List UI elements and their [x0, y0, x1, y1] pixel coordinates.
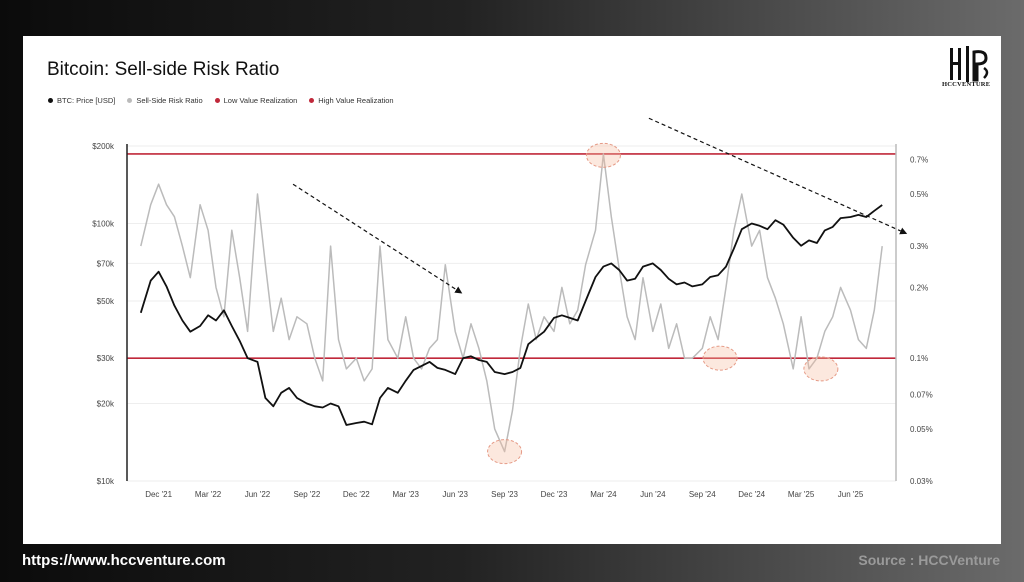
- x-tick-label: Mar '25: [788, 490, 815, 499]
- x-tick-label: Dec '24: [738, 490, 765, 499]
- legend-label-ratio: Sell-Side Risk Ratio: [136, 96, 203, 105]
- sell-side-risk-ratio-line: [140, 153, 883, 453]
- chart-card: Bitcoin: Sell-side Risk Ratio BTC: Price…: [23, 36, 1001, 544]
- legend-label-low: Low Value Realization: [223, 96, 298, 105]
- btc-price-line: [139, 204, 883, 426]
- y-left-tick-label: $70k: [97, 259, 115, 268]
- x-tick-label: Sep '24: [689, 490, 716, 499]
- legend-item-ratio: Sell-Side Risk Ratio: [127, 96, 203, 105]
- chart-legend: BTC: Price [USD] Sell-Side Risk Ratio Lo…: [48, 96, 394, 105]
- x-tick-label: Sep '22: [293, 490, 320, 499]
- legend-label-price: BTC: Price [USD]: [57, 96, 116, 105]
- y-right-tick-label: 0.1%: [910, 354, 928, 363]
- highlight-circle: [487, 439, 523, 465]
- chart-plot: $10k $20k $30k $50k $70k $100k $200k 0.03% 0.05%…: [92, 117, 933, 499]
- x-tick-label: Sep '23: [491, 490, 518, 499]
- highlight-circle: [702, 345, 738, 371]
- y-right-tick-label: 0.05%: [910, 425, 933, 434]
- y-right-tick-label: 0.5%: [910, 190, 928, 199]
- x-tick-label: Jun '25: [838, 490, 864, 499]
- footer-website-link[interactable]: https://www.hccventure.com: [22, 552, 226, 569]
- legend-item-price: BTC: Price [USD]: [48, 96, 115, 105]
- y-right-tick-label: 0.2%: [910, 283, 928, 292]
- chart-title: Bitcoin: Sell-side Risk Ratio: [47, 59, 280, 80]
- legend-dot-ratio: [127, 98, 133, 103]
- legend-label-high: High Value Realization: [318, 96, 394, 105]
- legend-dot-high: [309, 98, 315, 103]
- y-left-tick-label: $20k: [97, 399, 115, 408]
- x-tick-label: Jun '23: [442, 490, 468, 499]
- trend-arrow: [292, 183, 463, 294]
- y-right-tick-label: 0.03%: [910, 477, 933, 486]
- y-left-tick-label: $50k: [97, 297, 115, 306]
- highlight-circle: [585, 142, 621, 168]
- y-right-tick-label: 0.7%: [910, 156, 928, 165]
- brand-logo-text: HCCVENTURE: [942, 81, 991, 88]
- x-tick-label: Mar '23: [393, 490, 420, 499]
- legend-item-low: Low Value Realization: [214, 96, 298, 105]
- legend-dot-low: [214, 98, 220, 103]
- legend-item-high: High Value Realization: [309, 96, 394, 105]
- y-left-tick-label: $200k: [92, 142, 115, 151]
- hcc-monogram-logo-icon: [950, 46, 989, 82]
- trend-arrow: [648, 117, 908, 235]
- y-left-tick-label: $100k: [92, 220, 115, 229]
- x-tick-label: Jun '22: [245, 490, 271, 499]
- x-tick-label: Dec '21: [145, 490, 172, 499]
- x-tick-label: Jun '24: [640, 490, 666, 499]
- x-tick-label: Dec '23: [541, 490, 568, 499]
- y-left-tick-label: $30k: [97, 354, 115, 363]
- y-left-tick-label: $10k: [97, 477, 115, 486]
- highlight-circle: [803, 356, 839, 382]
- y-right-tick-label: 0.3%: [910, 242, 928, 251]
- x-tick-label: Mar '24: [590, 490, 617, 499]
- x-tick-label: Dec '22: [343, 490, 370, 499]
- legend-dot-price: [48, 98, 53, 103]
- y-right-tick-label: 0.07%: [910, 391, 933, 400]
- x-tick-label: Mar '22: [195, 490, 222, 499]
- footer-source: Source : HCCVenture: [858, 552, 1000, 568]
